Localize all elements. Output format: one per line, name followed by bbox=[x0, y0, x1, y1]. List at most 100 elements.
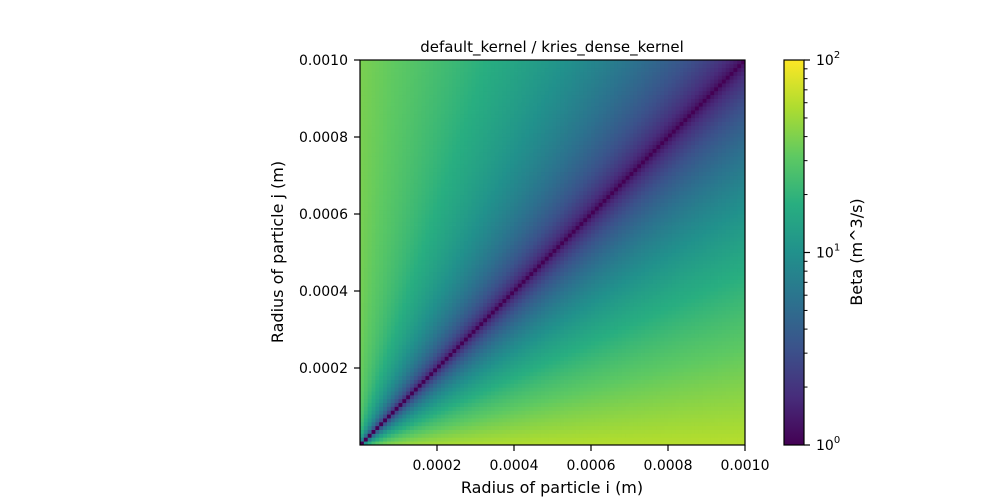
heatmap-cell bbox=[437, 437, 442, 442]
heatmap-cell bbox=[440, 302, 446, 307]
heatmap-cell bbox=[460, 152, 465, 157]
heatmap-cell bbox=[444, 414, 449, 419]
heatmap-cell bbox=[510, 214, 515, 219]
heatmap-cell bbox=[514, 283, 519, 288]
heatmap-cell bbox=[390, 418, 396, 423]
heatmap-cell bbox=[440, 344, 446, 350]
heatmap-cell bbox=[475, 248, 480, 253]
heatmap-cell bbox=[437, 102, 442, 107]
heatmap-cell bbox=[521, 421, 526, 427]
heatmap-cell bbox=[386, 375, 392, 380]
heatmap-cell bbox=[433, 360, 438, 365]
heatmap-cell bbox=[502, 110, 507, 115]
heatmap-cell bbox=[537, 125, 542, 130]
heatmap-cell bbox=[367, 106, 372, 111]
heatmap-cell bbox=[386, 183, 392, 188]
heatmap-cell bbox=[410, 187, 415, 192]
heatmap-cell bbox=[425, 387, 430, 392]
heatmap-cell bbox=[452, 244, 457, 250]
heatmap-cell bbox=[398, 387, 403, 392]
heatmap-cell bbox=[517, 325, 523, 330]
heatmap-cell bbox=[383, 125, 388, 130]
heatmap-cell bbox=[467, 364, 473, 369]
heatmap-cell bbox=[544, 256, 550, 261]
heatmap-cell bbox=[375, 244, 380, 250]
heatmap-cell bbox=[548, 287, 553, 292]
heatmap-cell bbox=[413, 321, 419, 327]
heatmap-cell bbox=[402, 206, 407, 211]
heatmap-cell bbox=[525, 67, 530, 72]
heatmap-cell bbox=[537, 90, 542, 96]
heatmap-cell bbox=[502, 163, 507, 169]
heatmap-cell bbox=[487, 414, 492, 419]
heatmap-cell bbox=[421, 302, 426, 307]
heatmap-cell bbox=[514, 248, 519, 253]
heatmap-cell bbox=[475, 298, 480, 303]
heatmap-cell bbox=[429, 187, 434, 192]
heatmap-cell bbox=[367, 206, 372, 211]
heatmap-cell bbox=[371, 214, 376, 219]
heatmap-cell bbox=[367, 175, 372, 180]
heatmap-cell bbox=[514, 244, 519, 250]
heatmap-cell bbox=[375, 433, 380, 438]
heatmap-cell bbox=[429, 171, 434, 176]
heatmap-cell bbox=[456, 387, 461, 392]
heatmap-cell bbox=[363, 352, 369, 357]
heatmap-cell bbox=[475, 387, 480, 392]
heatmap-cell bbox=[533, 152, 538, 157]
heatmap-cell bbox=[544, 121, 550, 126]
heatmap-cell bbox=[517, 156, 523, 161]
heatmap-cell bbox=[540, 67, 546, 72]
heatmap-cell bbox=[529, 329, 534, 334]
heatmap-cell bbox=[371, 398, 376, 404]
heatmap-cell bbox=[456, 140, 461, 146]
heatmap-cell bbox=[360, 163, 365, 169]
heatmap-cell bbox=[452, 221, 457, 226]
heatmap-cell bbox=[506, 102, 511, 107]
heatmap-cell bbox=[510, 291, 515, 296]
heatmap-cell bbox=[463, 86, 469, 92]
heatmap-cell bbox=[367, 221, 372, 226]
heatmap-cell bbox=[456, 260, 461, 265]
heatmap-cell bbox=[394, 86, 399, 92]
heatmap-cell bbox=[514, 202, 519, 207]
heatmap-cell bbox=[510, 90, 515, 96]
heatmap-cell bbox=[540, 225, 546, 230]
heatmap-cell bbox=[402, 225, 407, 230]
heatmap-cell bbox=[440, 121, 446, 126]
heatmap-cell bbox=[390, 337, 396, 342]
heatmap-cell bbox=[360, 256, 365, 261]
heatmap-cell bbox=[498, 406, 503, 411]
heatmap-cell bbox=[421, 267, 426, 273]
heatmap-cell bbox=[544, 356, 550, 361]
heatmap-cell bbox=[506, 325, 511, 330]
heatmap-cell bbox=[398, 302, 403, 307]
heatmap-cell bbox=[521, 356, 526, 361]
heatmap-cell bbox=[363, 317, 369, 323]
heatmap-cell bbox=[386, 171, 392, 176]
heatmap-cell bbox=[533, 244, 538, 250]
heatmap-cell bbox=[394, 240, 399, 246]
heatmap-cell bbox=[487, 275, 492, 280]
heatmap-cell bbox=[383, 221, 388, 226]
heatmap-cell bbox=[367, 237, 372, 242]
heatmap-cell bbox=[379, 102, 384, 107]
heatmap-cell bbox=[533, 283, 538, 288]
heatmap-cell bbox=[429, 110, 434, 115]
heatmap-cell bbox=[421, 214, 426, 219]
heatmap-cell bbox=[417, 144, 422, 149]
heatmap-cell bbox=[433, 252, 438, 257]
heatmap-cell bbox=[386, 121, 392, 126]
heatmap-cell bbox=[502, 198, 507, 203]
heatmap-cell bbox=[367, 244, 372, 250]
heatmap-cell bbox=[437, 410, 442, 415]
heatmap-cell bbox=[498, 441, 503, 446]
heatmap-cell bbox=[502, 79, 507, 84]
heatmap-cell bbox=[529, 121, 534, 126]
heatmap-cell bbox=[421, 352, 426, 357]
heatmap-cell bbox=[425, 441, 430, 446]
heatmap-cell bbox=[398, 371, 403, 377]
heatmap-cell bbox=[390, 144, 396, 149]
heatmap-cell bbox=[490, 67, 496, 72]
heatmap-cell bbox=[421, 106, 426, 111]
